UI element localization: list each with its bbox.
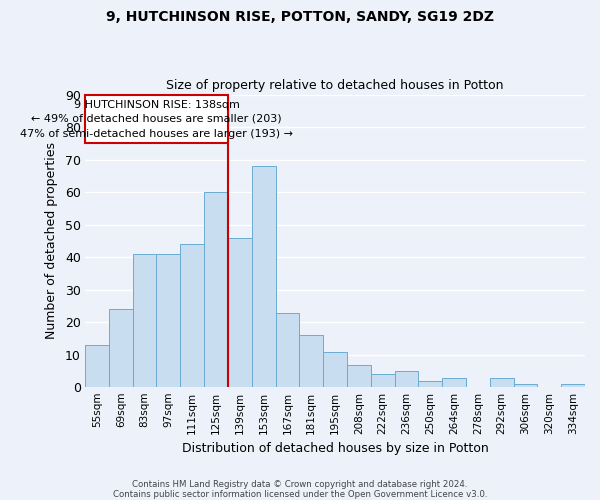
Text: Contains public sector information licensed under the Open Government Licence v3: Contains public sector information licen… bbox=[113, 490, 487, 499]
Bar bbox=[85, 345, 109, 388]
Bar bbox=[228, 238, 252, 388]
X-axis label: Distribution of detached houses by size in Potton: Distribution of detached houses by size … bbox=[182, 442, 488, 455]
Bar bbox=[275, 312, 299, 388]
Bar bbox=[371, 374, 395, 388]
Bar bbox=[442, 378, 466, 388]
Bar bbox=[418, 381, 442, 388]
Bar bbox=[204, 192, 228, 388]
Bar bbox=[133, 254, 157, 388]
Bar bbox=[561, 384, 585, 388]
Bar bbox=[85, 94, 228, 144]
Text: Contains HM Land Registry data © Crown copyright and database right 2024.: Contains HM Land Registry data © Crown c… bbox=[132, 480, 468, 489]
Title: Size of property relative to detached houses in Potton: Size of property relative to detached ho… bbox=[166, 79, 504, 92]
Bar bbox=[490, 378, 514, 388]
Bar bbox=[395, 371, 418, 388]
Text: 9, HUTCHINSON RISE, POTTON, SANDY, SG19 2DZ: 9, HUTCHINSON RISE, POTTON, SANDY, SG19 … bbox=[106, 10, 494, 24]
Bar bbox=[157, 254, 180, 388]
Bar bbox=[252, 166, 275, 388]
Bar bbox=[514, 384, 538, 388]
Bar bbox=[347, 364, 371, 388]
Text: 47% of semi-detached houses are larger (193) →: 47% of semi-detached houses are larger (… bbox=[20, 128, 293, 138]
Bar bbox=[109, 310, 133, 388]
Text: 9 HUTCHINSON RISE: 138sqm: 9 HUTCHINSON RISE: 138sqm bbox=[74, 100, 239, 110]
Text: ← 49% of detached houses are smaller (203): ← 49% of detached houses are smaller (20… bbox=[31, 114, 282, 124]
Bar bbox=[180, 244, 204, 388]
Bar bbox=[323, 352, 347, 388]
Bar bbox=[299, 336, 323, 388]
Y-axis label: Number of detached properties: Number of detached properties bbox=[45, 142, 58, 340]
